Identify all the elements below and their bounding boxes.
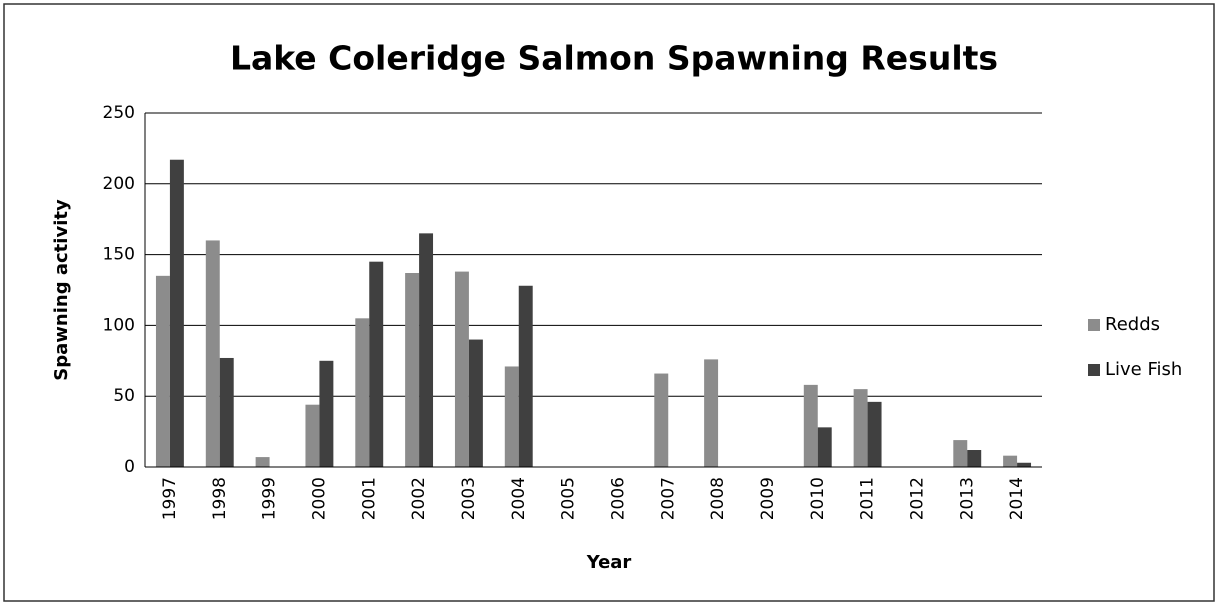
x-tick-label: 1997 (160, 477, 180, 520)
legend-label: Live Fish (1105, 359, 1182, 380)
bar (654, 373, 669, 467)
bar (369, 261, 384, 467)
bar (155, 275, 170, 467)
bar (504, 366, 519, 467)
bar (169, 159, 184, 467)
bar (355, 318, 370, 467)
y-tick-label: 50 (113, 386, 135, 406)
bar (953, 440, 968, 467)
x-tick-label: 2004 (509, 477, 529, 520)
y-tick-label: 250 (103, 103, 135, 123)
x-tick-label: 1998 (210, 477, 230, 520)
bar (518, 285, 533, 467)
x-tick-label: 2000 (309, 477, 329, 520)
x-tick-label: 2013 (957, 477, 977, 520)
x-tick-label: 2003 (459, 477, 479, 520)
bar (405, 273, 420, 467)
bar (867, 401, 882, 467)
y-tick-label: 0 (124, 457, 135, 477)
x-tick-label: 2006 (608, 477, 628, 520)
y-axis-label: Spawning activity (51, 199, 72, 381)
x-tick-label: 2011 (858, 477, 878, 520)
x-tick-label: 2014 (1007, 477, 1027, 520)
bar (817, 427, 832, 467)
x-tick-label: 2001 (359, 477, 379, 520)
bar (853, 389, 868, 467)
bar (704, 359, 719, 467)
x-tick-label: 2010 (808, 477, 828, 520)
legend-swatch (1088, 364, 1100, 376)
x-tick-label: 2002 (409, 477, 429, 520)
y-tick-label: 100 (103, 315, 135, 335)
legend-label: Redds (1105, 314, 1160, 335)
bar (803, 384, 818, 467)
x-tick-label: 2005 (559, 477, 579, 520)
bar (967, 450, 982, 467)
bar (205, 240, 220, 467)
bar (419, 233, 434, 467)
bar (1017, 462, 1032, 467)
x-axis-label: Year (586, 552, 632, 573)
y-tick-label: 200 (103, 174, 135, 194)
bar (468, 339, 483, 467)
bar (454, 271, 469, 467)
x-tick-label: 2012 (907, 477, 927, 520)
y-tick-label: 150 (103, 245, 135, 265)
chart-border (3, 3, 1215, 602)
x-tick-label: 2008 (708, 477, 728, 520)
bar (319, 360, 334, 467)
x-tick-label: 1999 (260, 477, 280, 520)
bar (1003, 455, 1018, 467)
bar (255, 457, 270, 467)
x-tick-label: 2009 (758, 477, 778, 520)
chart-title: Lake Coleridge Salmon Spawning Results (230, 39, 998, 78)
legend-swatch (1088, 319, 1100, 331)
bar (305, 404, 320, 467)
x-tick-label: 2007 (658, 477, 678, 520)
bar (219, 357, 234, 467)
